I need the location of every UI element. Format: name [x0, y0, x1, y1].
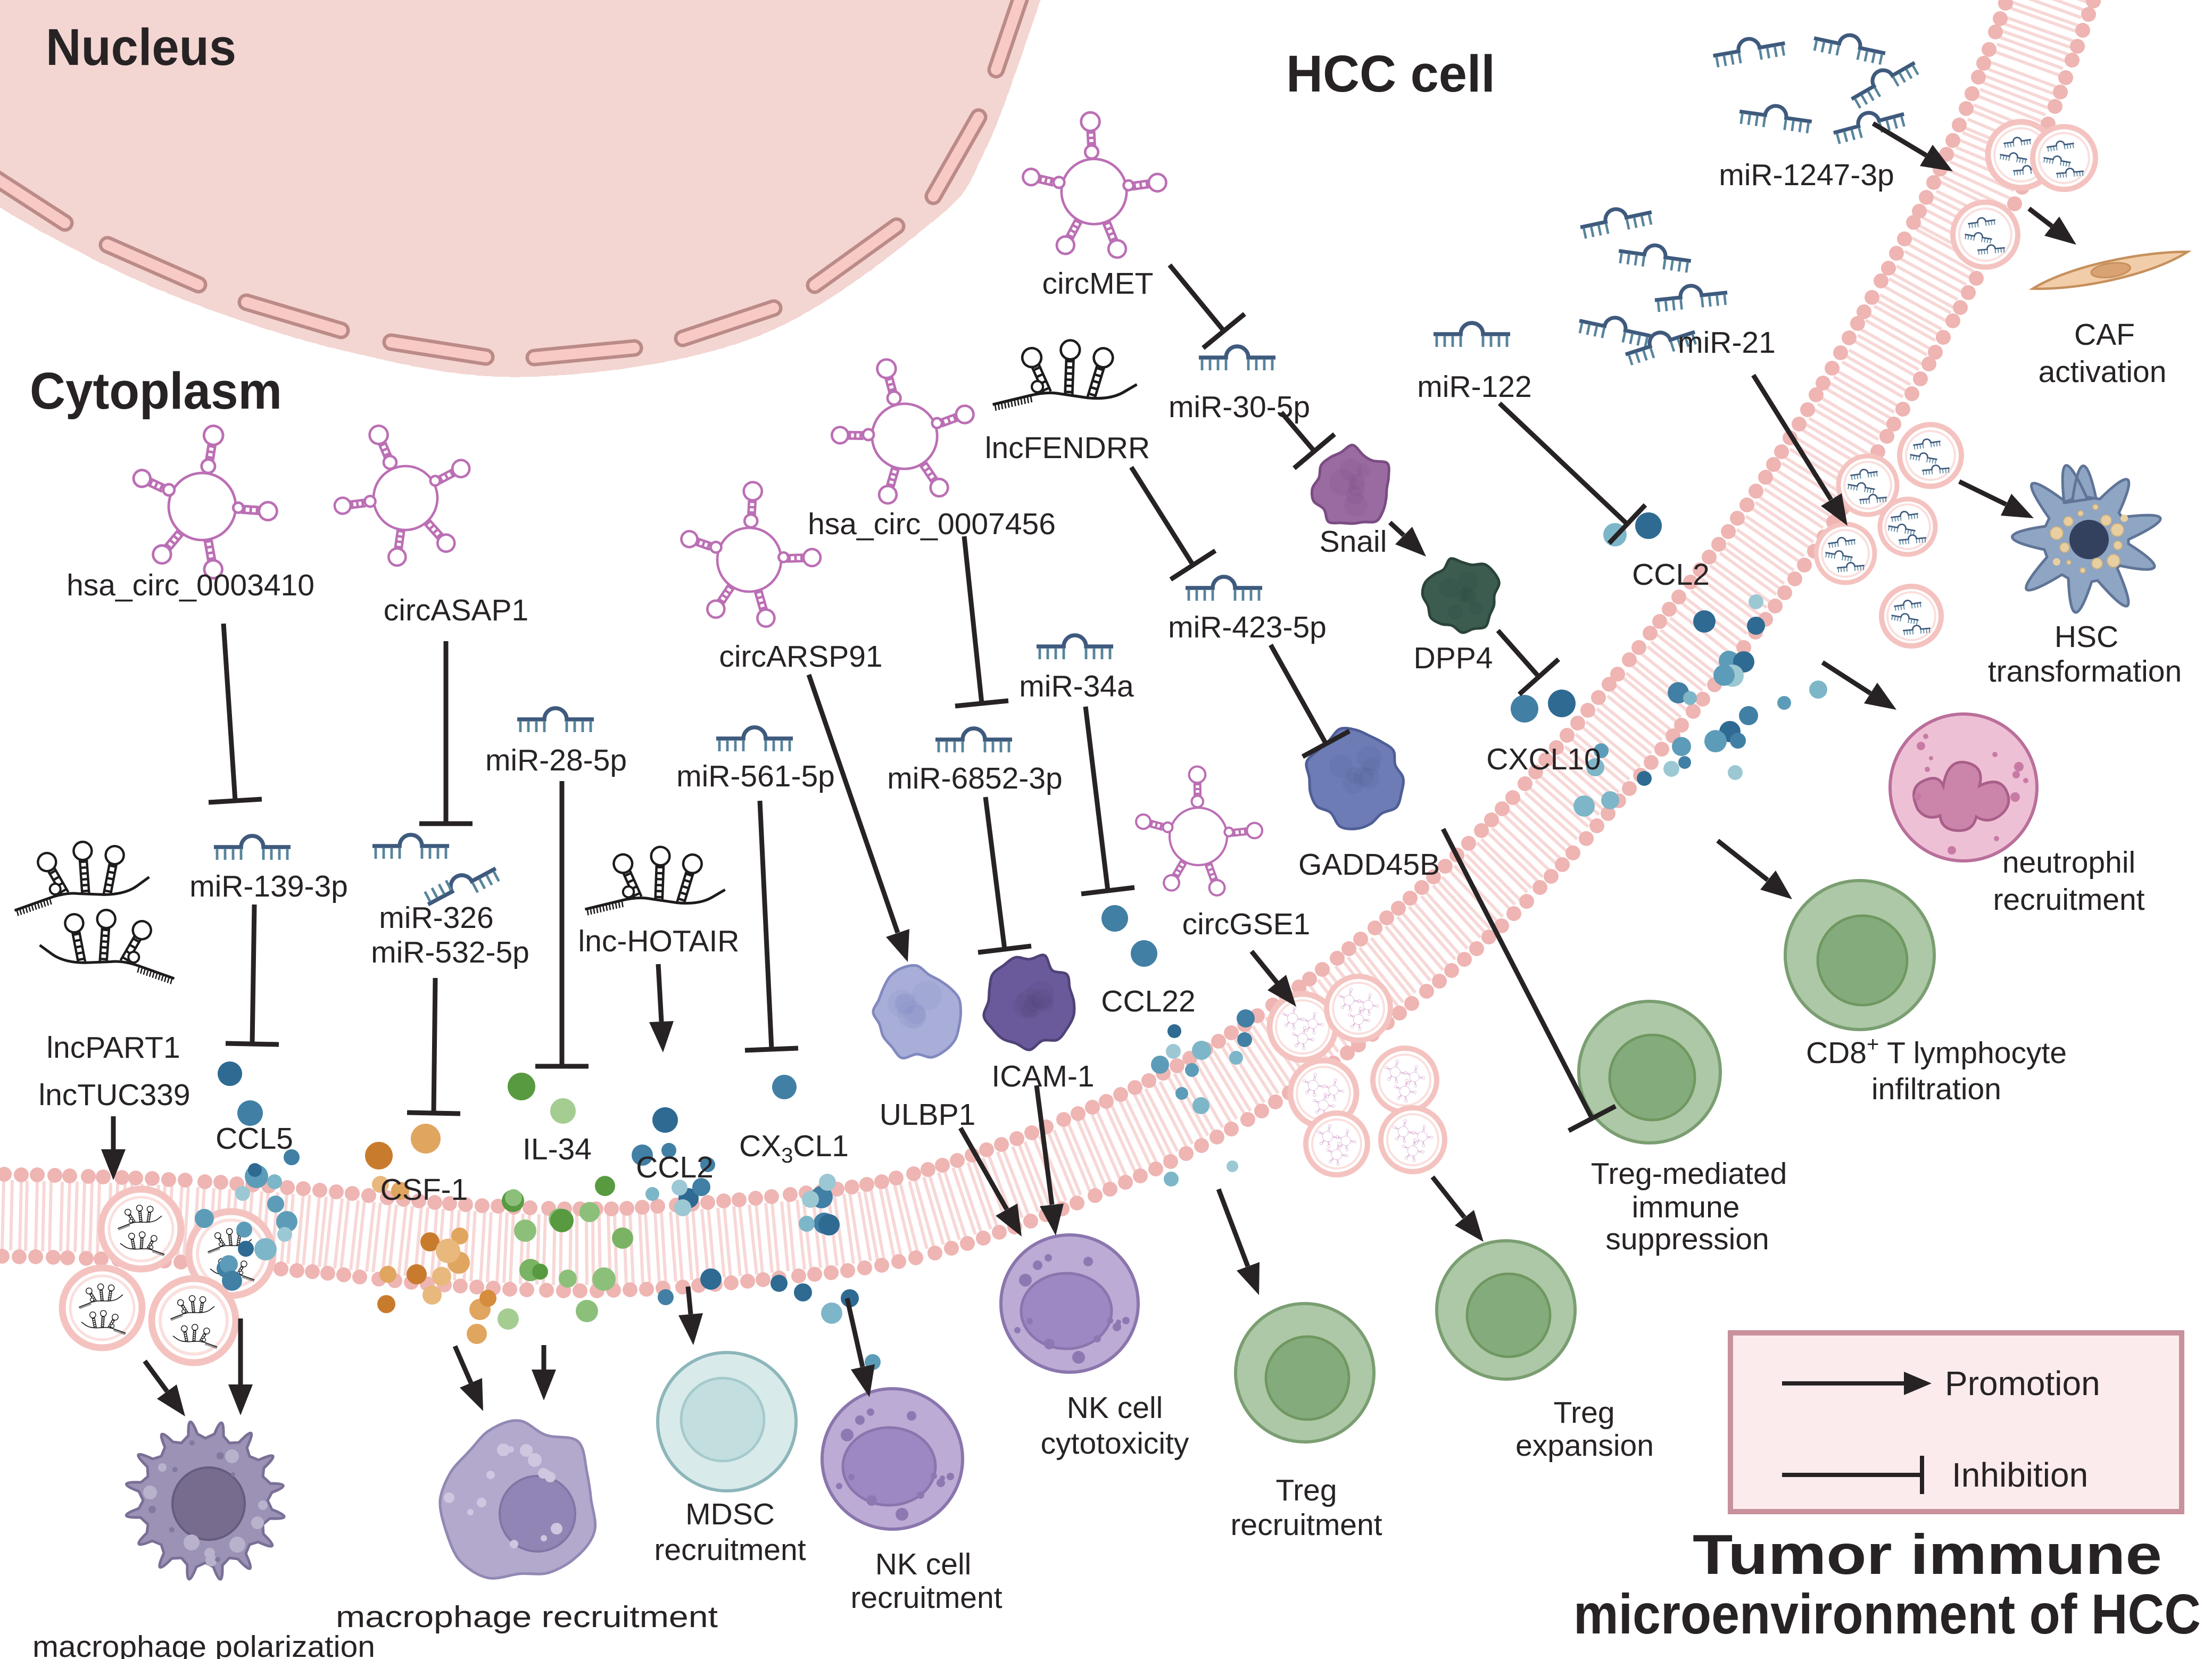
svg-text:immune: immune: [1632, 1190, 1740, 1224]
svg-text:Snail: Snail: [1320, 525, 1387, 559]
svg-text:recruitment: recruitment: [850, 1581, 1002, 1615]
svg-text:miR-6852-3p: miR-6852-3p: [887, 761, 1062, 795]
svg-text:HCC cell: HCC cell: [1286, 45, 1495, 103]
svg-text:circASAP1: circASAP1: [384, 593, 528, 627]
svg-text:infiltration: infiltration: [1871, 1072, 2001, 1106]
svg-text:lncTUC339: lncTUC339: [38, 1078, 190, 1112]
svg-text:Treg: Treg: [1553, 1396, 1614, 1430]
svg-text:miR-326: miR-326: [379, 901, 493, 935]
svg-text:Treg: Treg: [1275, 1473, 1337, 1507]
svg-text:circMET: circMET: [1042, 267, 1154, 301]
svg-text:lncPART1: lncPART1: [46, 1031, 180, 1065]
svg-text:IL-34: IL-34: [523, 1132, 592, 1166]
svg-text:ULBP1: ULBP1: [880, 1098, 976, 1132]
svg-text:NK cell: NK cell: [875, 1547, 972, 1581]
svg-text:CXCL10: CXCL10: [1486, 742, 1601, 776]
svg-text:CX3CL1: CX3CL1: [739, 1129, 849, 1167]
svg-text:suppression: suppression: [1605, 1222, 1769, 1256]
svg-text:DPP4: DPP4: [1414, 641, 1493, 675]
svg-text:miR-1247-3p: miR-1247-3p: [1719, 158, 1894, 192]
svg-text:CCL22: CCL22: [1101, 984, 1195, 1018]
svg-text:NK cell: NK cell: [1067, 1391, 1163, 1425]
svg-text:neutrophil: neutrophil: [2002, 845, 2135, 880]
svg-text:CCL5: CCL5: [216, 1122, 293, 1156]
svg-text:HSC: HSC: [2054, 620, 2118, 654]
svg-text:lnc-HOTAIR: lnc-HOTAIR: [578, 924, 740, 958]
svg-text:miR-122: miR-122: [1417, 370, 1531, 404]
svg-text:transformation: transformation: [1988, 654, 2182, 689]
svg-text:cytotoxicity: cytotoxicity: [1041, 1426, 1189, 1461]
svg-text:GADD45B: GADD45B: [1298, 848, 1440, 882]
svg-text:microenvironment of HCC: microenvironment of HCC: [1573, 1583, 2201, 1646]
svg-text:miR-28-5p: miR-28-5p: [485, 743, 627, 777]
svg-text:miR-139-3p: miR-139-3p: [189, 869, 348, 903]
svg-text:Nucleus: Nucleus: [46, 18, 236, 76]
svg-text:Cytoplasm: Cytoplasm: [30, 362, 282, 420]
svg-text:hsa_circ_0003410: hsa_circ_0003410: [67, 568, 314, 602]
svg-text:miR-34a: miR-34a: [1019, 669, 1134, 703]
svg-text:CD8+ T lymphocyte: CD8+ T lymphocyte: [1806, 1033, 2067, 1070]
svg-text:circGSE1: circGSE1: [1182, 907, 1311, 941]
svg-text:CCL2: CCL2: [636, 1150, 714, 1184]
svg-text:CSF-1: CSF-1: [380, 1173, 468, 1207]
svg-text:macrophage recruitment: macrophage recruitment: [336, 1600, 718, 1634]
svg-text:lncFENDRR: lncFENDRR: [985, 431, 1150, 465]
svg-text:macrophage polarization: macrophage polarization: [32, 1630, 375, 1659]
svg-text:Tumor immune: Tumor immune: [1693, 1523, 2162, 1586]
svg-text:ICAM-1: ICAM-1: [991, 1059, 1094, 1093]
svg-text:CCL2: CCL2: [1632, 558, 1710, 592]
svg-text:miR-561-5p: miR-561-5p: [676, 759, 835, 793]
svg-text:recruitment: recruitment: [1230, 1508, 1382, 1542]
svg-text:miR-21: miR-21: [1678, 326, 1776, 360]
svg-text:expansion: expansion: [1515, 1429, 1654, 1463]
svg-text:miR-30-5p: miR-30-5p: [1169, 390, 1310, 424]
svg-text:miR-532-5p: miR-532-5p: [371, 935, 529, 969]
svg-text:recruitment: recruitment: [1993, 883, 2144, 917]
svg-text:recruitment: recruitment: [654, 1533, 806, 1567]
svg-text:activation: activation: [2039, 355, 2167, 389]
svg-text:Promotion: Promotion: [1945, 1364, 2100, 1403]
svg-text:CAF: CAF: [2074, 318, 2135, 352]
svg-text:Treg-mediated: Treg-mediated: [1591, 1157, 1787, 1191]
svg-text:miR-423-5p: miR-423-5p: [1168, 610, 1327, 644]
svg-text:hsa_circ_0007456: hsa_circ_0007456: [808, 507, 1056, 541]
svg-text:circARSP91: circARSP91: [719, 640, 882, 674]
svg-text:Inhibition: Inhibition: [1952, 1456, 2088, 1494]
svg-text:MDSC: MDSC: [685, 1497, 775, 1531]
